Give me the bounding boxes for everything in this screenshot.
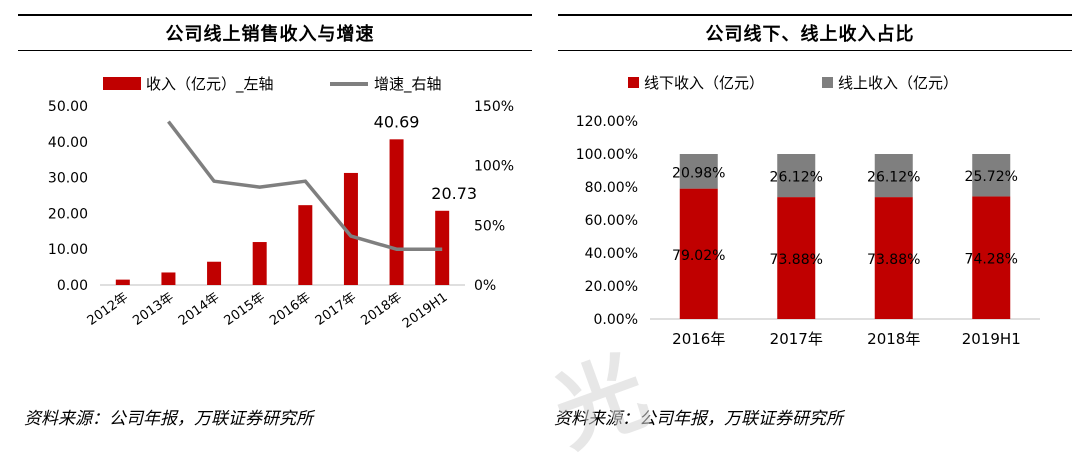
online-data-label: 26.12% xyxy=(867,170,920,186)
offline-data-label: 73.88% xyxy=(867,252,920,268)
x-tick-label: 2018年 xyxy=(867,330,920,348)
revenue-bar xyxy=(298,205,312,285)
y-tick-label: 0.00% xyxy=(594,312,638,328)
revenue-bar xyxy=(390,139,404,285)
y-tick-label: 60.00% xyxy=(585,213,638,229)
legend-swatch-online xyxy=(822,77,833,88)
revenue-bar xyxy=(161,272,175,285)
legend-label-revenue: 收入（亿元）_左轴 xyxy=(146,75,274,94)
y-left-tick-label: 10.00 xyxy=(48,242,88,258)
right-stacked-chart: 线下收入（亿元） 线上收入（亿元） 0.00% 20.00% 40.00% 60.00% 8… xyxy=(540,40,1080,400)
offline-data-label: 74.28% xyxy=(965,252,1018,268)
revenue-bar xyxy=(116,280,130,285)
legend-label-offline: 线下收入（亿元） xyxy=(644,74,764,92)
y-tick-label: 120.00% xyxy=(576,114,638,130)
y-left-tick-label: 0.00 xyxy=(57,278,88,294)
online-data-label: 26.12% xyxy=(770,170,823,186)
x-tick-label: 2019H1 xyxy=(400,290,450,332)
legend-label-growth: 增速_右轴 xyxy=(374,75,442,94)
revenue-bar xyxy=(253,242,267,285)
online-data-label: 25.72% xyxy=(965,169,1018,185)
x-tick-label: 2018年 xyxy=(358,290,404,329)
y-right-tick-label: 100% xyxy=(474,159,514,175)
x-tick-label: 2019H1 xyxy=(962,330,1021,348)
offline-data-label: 73.88% xyxy=(770,252,823,268)
x-tick-label: 2016年 xyxy=(267,290,313,329)
revenue-bar xyxy=(207,262,221,285)
revenue-data-label: 40.69 xyxy=(374,112,420,131)
y-right-tick-label: 150% xyxy=(474,99,514,115)
revenue-data-label: 20.73 xyxy=(431,184,477,203)
legend-label-online: 线上收入（亿元） xyxy=(838,74,958,92)
y-tick-label: 20.00% xyxy=(585,279,638,295)
x-tick-label: 2012年 xyxy=(85,290,131,329)
x-tick-label: 2013年 xyxy=(130,290,176,329)
legend-swatch-revenue xyxy=(103,77,141,90)
y-tick-label: 100.00% xyxy=(576,147,638,163)
y-right-tick-label: 50% xyxy=(474,218,505,234)
y-tick-label: 40.00% xyxy=(585,246,638,262)
x-tick-label: 2017年 xyxy=(313,290,359,329)
x-tick-label: 2016年 xyxy=(672,330,725,348)
offline-data-label: 79.02% xyxy=(672,248,725,264)
legend-swatch-offline xyxy=(628,77,639,88)
y-left-tick-label: 30.00 xyxy=(48,171,88,187)
left-source-note: 资料来源：公司年报，万联证券研究所 xyxy=(24,404,313,429)
left-combo-chart: 收入（亿元）_左轴 增速_右轴 0.00 10.00 20.00 30.00 40.00 50… xyxy=(0,40,540,400)
x-tick-label: 2014年 xyxy=(176,290,222,329)
y-left-tick-label: 40.00 xyxy=(48,135,88,151)
y-right-tick-label: 0% xyxy=(474,278,496,294)
online-data-label: 20.98% xyxy=(672,165,725,181)
y-tick-label: 80.00% xyxy=(585,180,638,196)
y-left-tick-label: 20.00 xyxy=(48,206,88,222)
x-tick-label: 2017年 xyxy=(770,330,823,348)
y-left-tick-label: 50.00 xyxy=(48,99,88,115)
x-tick-label: 2015年 xyxy=(222,290,268,329)
